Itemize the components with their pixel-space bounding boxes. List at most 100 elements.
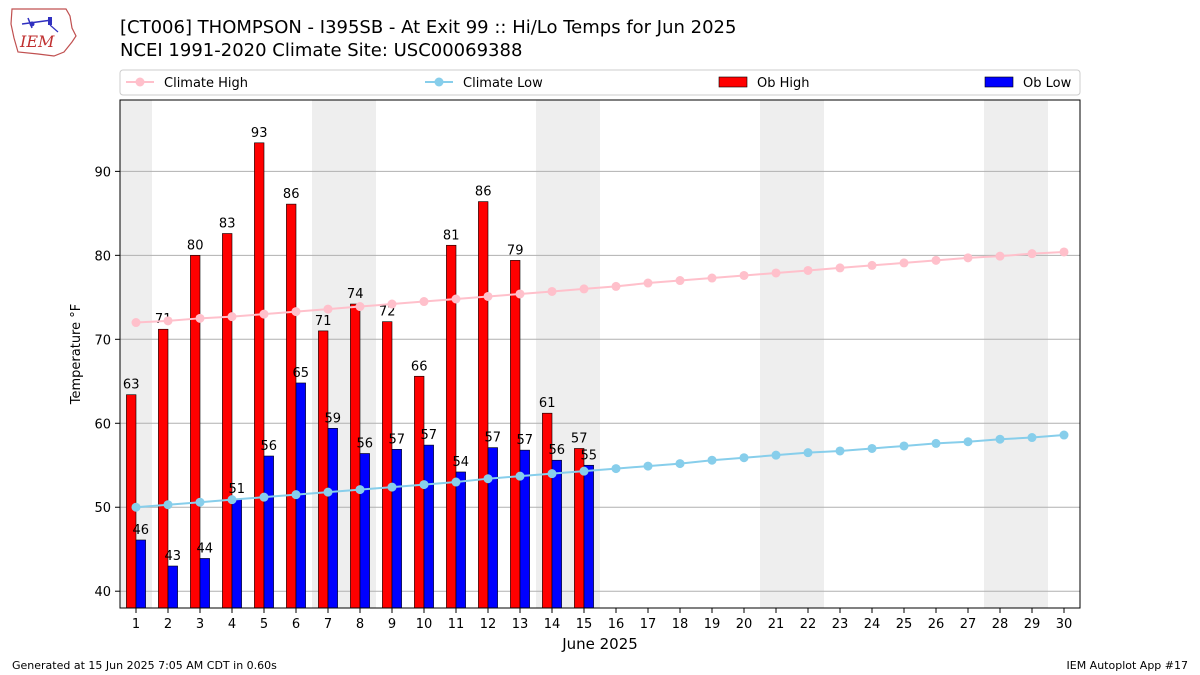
ob-low-label: 59 [325, 411, 342, 426]
legend-climate-high-marker [135, 77, 145, 87]
climate-low-point [323, 487, 333, 497]
y-tick-label: 70 [94, 333, 111, 348]
x-tick-label: 9 [388, 617, 396, 632]
climate-high-point [131, 318, 141, 328]
climate-high-point [707, 273, 717, 283]
x-tick-label: 30 [1056, 617, 1073, 632]
ob-high-bar [158, 328, 169, 609]
climate-high-point [963, 253, 973, 263]
climate-high-point [803, 265, 813, 275]
ob-low-label: 46 [133, 523, 150, 538]
x-tick-label: 17 [640, 617, 657, 632]
weekend-shade [760, 100, 792, 608]
x-tick-label: 14 [544, 617, 561, 632]
ob-high-label: 83 [219, 217, 236, 232]
ob-low-label: 55 [581, 448, 598, 463]
ob-high-label: 57 [571, 431, 588, 446]
climate-low-point [387, 482, 397, 492]
climate-high-point [643, 278, 653, 288]
climate-low-point [643, 461, 653, 471]
climate-low-point [867, 443, 877, 453]
ob-low-label: 56 [357, 437, 374, 452]
climate-high-point [931, 255, 941, 265]
climate-low-point [547, 469, 557, 479]
climate-high-point [387, 299, 397, 309]
x-tick-label: 4 [228, 617, 236, 632]
legend-ob-high-label: Ob High [757, 76, 810, 91]
x-tick-label: 15 [576, 617, 593, 632]
ob-low-bar [487, 447, 498, 609]
climate-low-point [163, 500, 173, 510]
x-tick-label: 26 [928, 617, 945, 632]
climate-low-point [195, 497, 205, 507]
ob-high-label: 93 [251, 126, 268, 141]
ob-low-label: 57 [485, 431, 502, 446]
ob-low-label: 43 [165, 549, 182, 564]
y-tick-label: 40 [94, 585, 111, 600]
ob-low-bar [263, 455, 274, 609]
legend-ob-low-label: Ob Low [1023, 76, 1072, 91]
weekend-shade [984, 100, 1016, 608]
x-tick-label: 8 [356, 617, 364, 632]
climate-low-point [931, 438, 941, 448]
ob-high-label: 79 [507, 243, 524, 258]
ob-low-label: 51 [229, 482, 246, 497]
x-tick-label: 11 [448, 617, 465, 632]
ob-high-label: 66 [411, 359, 428, 374]
climate-low-point [995, 434, 1005, 444]
climate-low-point [1059, 430, 1069, 440]
climate-low-point [611, 464, 621, 474]
ob-high-bar [414, 375, 425, 609]
climate-high-point [227, 312, 237, 322]
climate-high-point [675, 276, 685, 286]
x-tick-label: 3 [196, 617, 204, 632]
climate-high-point [835, 263, 845, 273]
ob-low-bar [359, 453, 370, 609]
climate-low-point [259, 492, 269, 502]
x-tick-label: 6 [292, 617, 300, 632]
chart-title: [CT006] THOMPSON - I395SB - At Exit 99 :… [120, 17, 737, 38]
climate-high-point [1027, 249, 1037, 259]
ob-high-bar [350, 303, 361, 609]
legend-climate-high-label: Climate High [164, 76, 248, 91]
ob-high-bar [382, 321, 393, 609]
climate-low-point [579, 466, 589, 476]
climate-high-point [163, 316, 173, 326]
climate-high-point [771, 268, 781, 278]
climate-high-point [259, 309, 269, 319]
climate-low-point [227, 495, 237, 505]
climate-high-point [739, 270, 749, 280]
iem-logo: IEM [8, 6, 80, 58]
ob-high-label: 61 [539, 396, 556, 411]
climate-high-point [995, 251, 1005, 261]
climate-high-point [579, 284, 589, 294]
ob-low-bar [391, 449, 402, 609]
climate-high-point [419, 297, 429, 307]
ob-high-bar [478, 201, 489, 609]
plot-frame [119, 99, 1081, 609]
x-tick-label: 25 [896, 617, 913, 632]
climate-low-point [1027, 433, 1037, 443]
x-tick-label: 19 [704, 617, 721, 632]
y-tick-label: 50 [94, 501, 111, 516]
legend-box [119, 69, 1081, 96]
ob-high-label: 81 [443, 228, 460, 243]
x-tick-label: 5 [260, 617, 268, 632]
app-label: IEM Autoplot App #17 [1066, 659, 1189, 672]
ob-low-bar [327, 428, 338, 609]
climate-high-point [547, 286, 557, 296]
x-axis-label: June 2025 [561, 635, 638, 653]
ob-low-bar [231, 498, 242, 609]
climate-high-point [611, 281, 621, 291]
weekend-shade [792, 100, 824, 608]
x-tick-label: 18 [672, 617, 689, 632]
climate-high-point [195, 313, 205, 323]
y-tick-label: 60 [94, 417, 111, 432]
legend-ob-low-swatch [984, 76, 1014, 88]
generated-note: Generated at 15 Jun 2025 7:05 AM CDT in … [12, 659, 277, 672]
climate-low-line [135, 434, 1065, 509]
climate-low-point [291, 490, 301, 500]
ob-low-label: 65 [293, 366, 310, 381]
climate-high-point [323, 304, 333, 314]
